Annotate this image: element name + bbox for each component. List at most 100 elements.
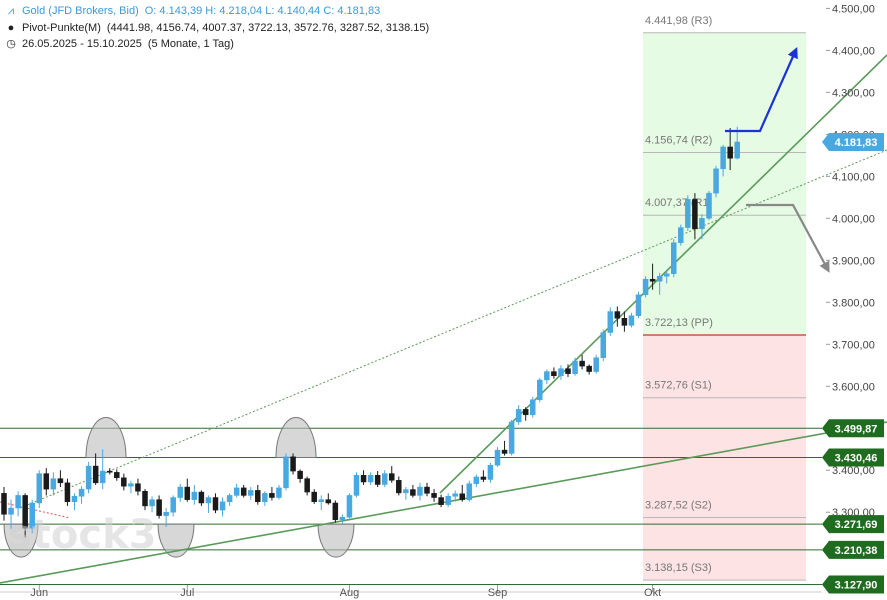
candle-body-91 bbox=[642, 278, 649, 295]
candle-body-12 bbox=[85, 465, 92, 490]
bullish-arrow bbox=[725, 46, 798, 133]
support-resistance-lines bbox=[0, 427, 822, 585]
instrument-name: Gold (JFD Brokers, Bid) bbox=[22, 5, 139, 17]
candle-body-94 bbox=[663, 273, 670, 277]
candle-body-104 bbox=[734, 141, 740, 159]
candle-body-45 bbox=[318, 499, 324, 502]
y-axis: 4.500,004.400,004.300,004.200,004.100,00… bbox=[826, 3, 875, 519]
level-badge-1-bg bbox=[822, 448, 884, 467]
y-tick-label-3400: 3.400,00 bbox=[832, 465, 875, 477]
candle-body-77 bbox=[544, 371, 550, 381]
candle-body-16 bbox=[114, 472, 120, 479]
candle-body-98 bbox=[692, 199, 698, 230]
y-tick-label-4500: 4.500,00 bbox=[832, 3, 875, 15]
candle-body-33 bbox=[233, 487, 240, 496]
candle-body-3 bbox=[22, 495, 28, 529]
ohlc-readout: O: 4.143,39 H: 4.218,04 L: 4.140,44 C: 4… bbox=[144, 5, 381, 17]
candle-body-74 bbox=[522, 409, 529, 416]
candle-body-19 bbox=[135, 483, 141, 492]
candle-body-34 bbox=[240, 487, 247, 496]
candle-body-79 bbox=[558, 368, 564, 377]
candle-body-5 bbox=[36, 473, 42, 504]
indicator-header[interactable]: ● Pivot-Punkte(M) (4441.98, 4156.74, 4007.… bbox=[4, 22, 430, 35]
candle-body-60 bbox=[424, 486, 430, 494]
chart-type-icon: ⩘ bbox=[7, 5, 15, 17]
cycle-low-jun bbox=[3, 523, 39, 558]
cycle-high-jun bbox=[85, 416, 127, 458]
indicator-dot-icon: ● bbox=[7, 22, 15, 34]
clock-icon: ◷ bbox=[6, 38, 16, 50]
candle-body-17 bbox=[121, 477, 127, 487]
candle-body-67 bbox=[473, 476, 480, 484]
candle-body-75 bbox=[530, 399, 536, 416]
x-tick-label-okt: Okt bbox=[644, 587, 661, 599]
candle-body-48 bbox=[339, 517, 346, 521]
candle-body-51 bbox=[360, 475, 367, 483]
candle-body-35 bbox=[248, 490, 254, 496]
indicator-values: (4441.98, 4156.74, 4007.37, 3722.13, 357… bbox=[106, 22, 430, 34]
candle-body-11 bbox=[78, 488, 85, 497]
candle-body-22 bbox=[156, 499, 162, 516]
level-badge-4-bg bbox=[822, 575, 884, 594]
candle-body-59 bbox=[417, 486, 423, 496]
pivot-label-pp: 3.722,13 (PP) bbox=[645, 317, 713, 329]
candle-body-58 bbox=[410, 489, 416, 496]
candle-body-63 bbox=[445, 496, 451, 505]
candle-body-23 bbox=[163, 511, 169, 516]
candle-body-66 bbox=[466, 483, 473, 500]
candle-body-89 bbox=[628, 315, 635, 326]
pivot-label-s1: 3.572,76 (S1) bbox=[645, 380, 712, 392]
candle-body-13 bbox=[92, 465, 99, 484]
candle-body-43 bbox=[304, 478, 310, 493]
candle-body-83 bbox=[586, 365, 592, 372]
candle-body-85 bbox=[600, 332, 606, 358]
candle-body-72 bbox=[508, 421, 515, 454]
candle-body-29 bbox=[205, 497, 212, 504]
candles bbox=[1, 126, 740, 538]
candle-body-81 bbox=[572, 360, 578, 374]
candle-body-82 bbox=[579, 360, 585, 367]
y-tick-label-4100: 4.100,00 bbox=[832, 171, 875, 183]
candle-body-25 bbox=[177, 486, 183, 498]
candle-body-47 bbox=[332, 502, 339, 521]
candle-body-54 bbox=[381, 473, 388, 485]
level-badge-2-label: 3.271,69 bbox=[835, 519, 878, 531]
candle-body-92 bbox=[649, 278, 656, 282]
candle-body-96 bbox=[678, 227, 684, 243]
candle-body-31 bbox=[219, 501, 226, 511]
candle-body-32 bbox=[226, 495, 233, 502]
candle-body-62 bbox=[438, 497, 444, 505]
forecast-arrows bbox=[725, 46, 830, 273]
x-axis: Jun Jul Aug Sep Okt bbox=[0, 585, 822, 599]
pivot-zones bbox=[643, 32, 806, 581]
candle-body-18 bbox=[128, 483, 134, 487]
candle-body-68 bbox=[480, 476, 487, 480]
level-badge-3-bg bbox=[822, 540, 884, 559]
y-tick-label-3800: 3.800,00 bbox=[832, 297, 875, 309]
candle-body-76 bbox=[537, 379, 543, 400]
level-badge-0-label: 3.499,87 bbox=[835, 423, 878, 435]
date-range: 26.05.2025 - 15.10.2025 bbox=[22, 38, 142, 50]
cycle-low-aug bbox=[317, 523, 355, 558]
cycle-low-jul bbox=[157, 523, 195, 558]
candle-body-55 bbox=[389, 473, 395, 481]
candle-body-8 bbox=[57, 478, 64, 484]
level-badge-4-label: 3.127,90 bbox=[835, 579, 878, 591]
candle-body-44 bbox=[311, 491, 317, 502]
y-tick-label-4000: 4.000,00 bbox=[832, 213, 875, 225]
candle-body-97 bbox=[685, 199, 691, 228]
level-badge-0-bg bbox=[822, 419, 884, 438]
candle-body-27 bbox=[191, 491, 198, 500]
dotted-trendline bbox=[19, 149, 887, 509]
candle-body-10 bbox=[71, 496, 78, 502]
candle-body-40 bbox=[283, 456, 289, 489]
candle-body-70 bbox=[494, 449, 501, 466]
candle-body-42 bbox=[297, 470, 303, 479]
candle-body-28 bbox=[198, 491, 205, 504]
candle-body-38 bbox=[269, 493, 275, 498]
indicator-name: Pivot-Punkte(M) bbox=[22, 22, 101, 34]
pivot-label-r1: 4.007,37 (R1) bbox=[645, 197, 712, 209]
candle-body-4 bbox=[29, 502, 35, 529]
bullish-zone bbox=[643, 32, 806, 335]
